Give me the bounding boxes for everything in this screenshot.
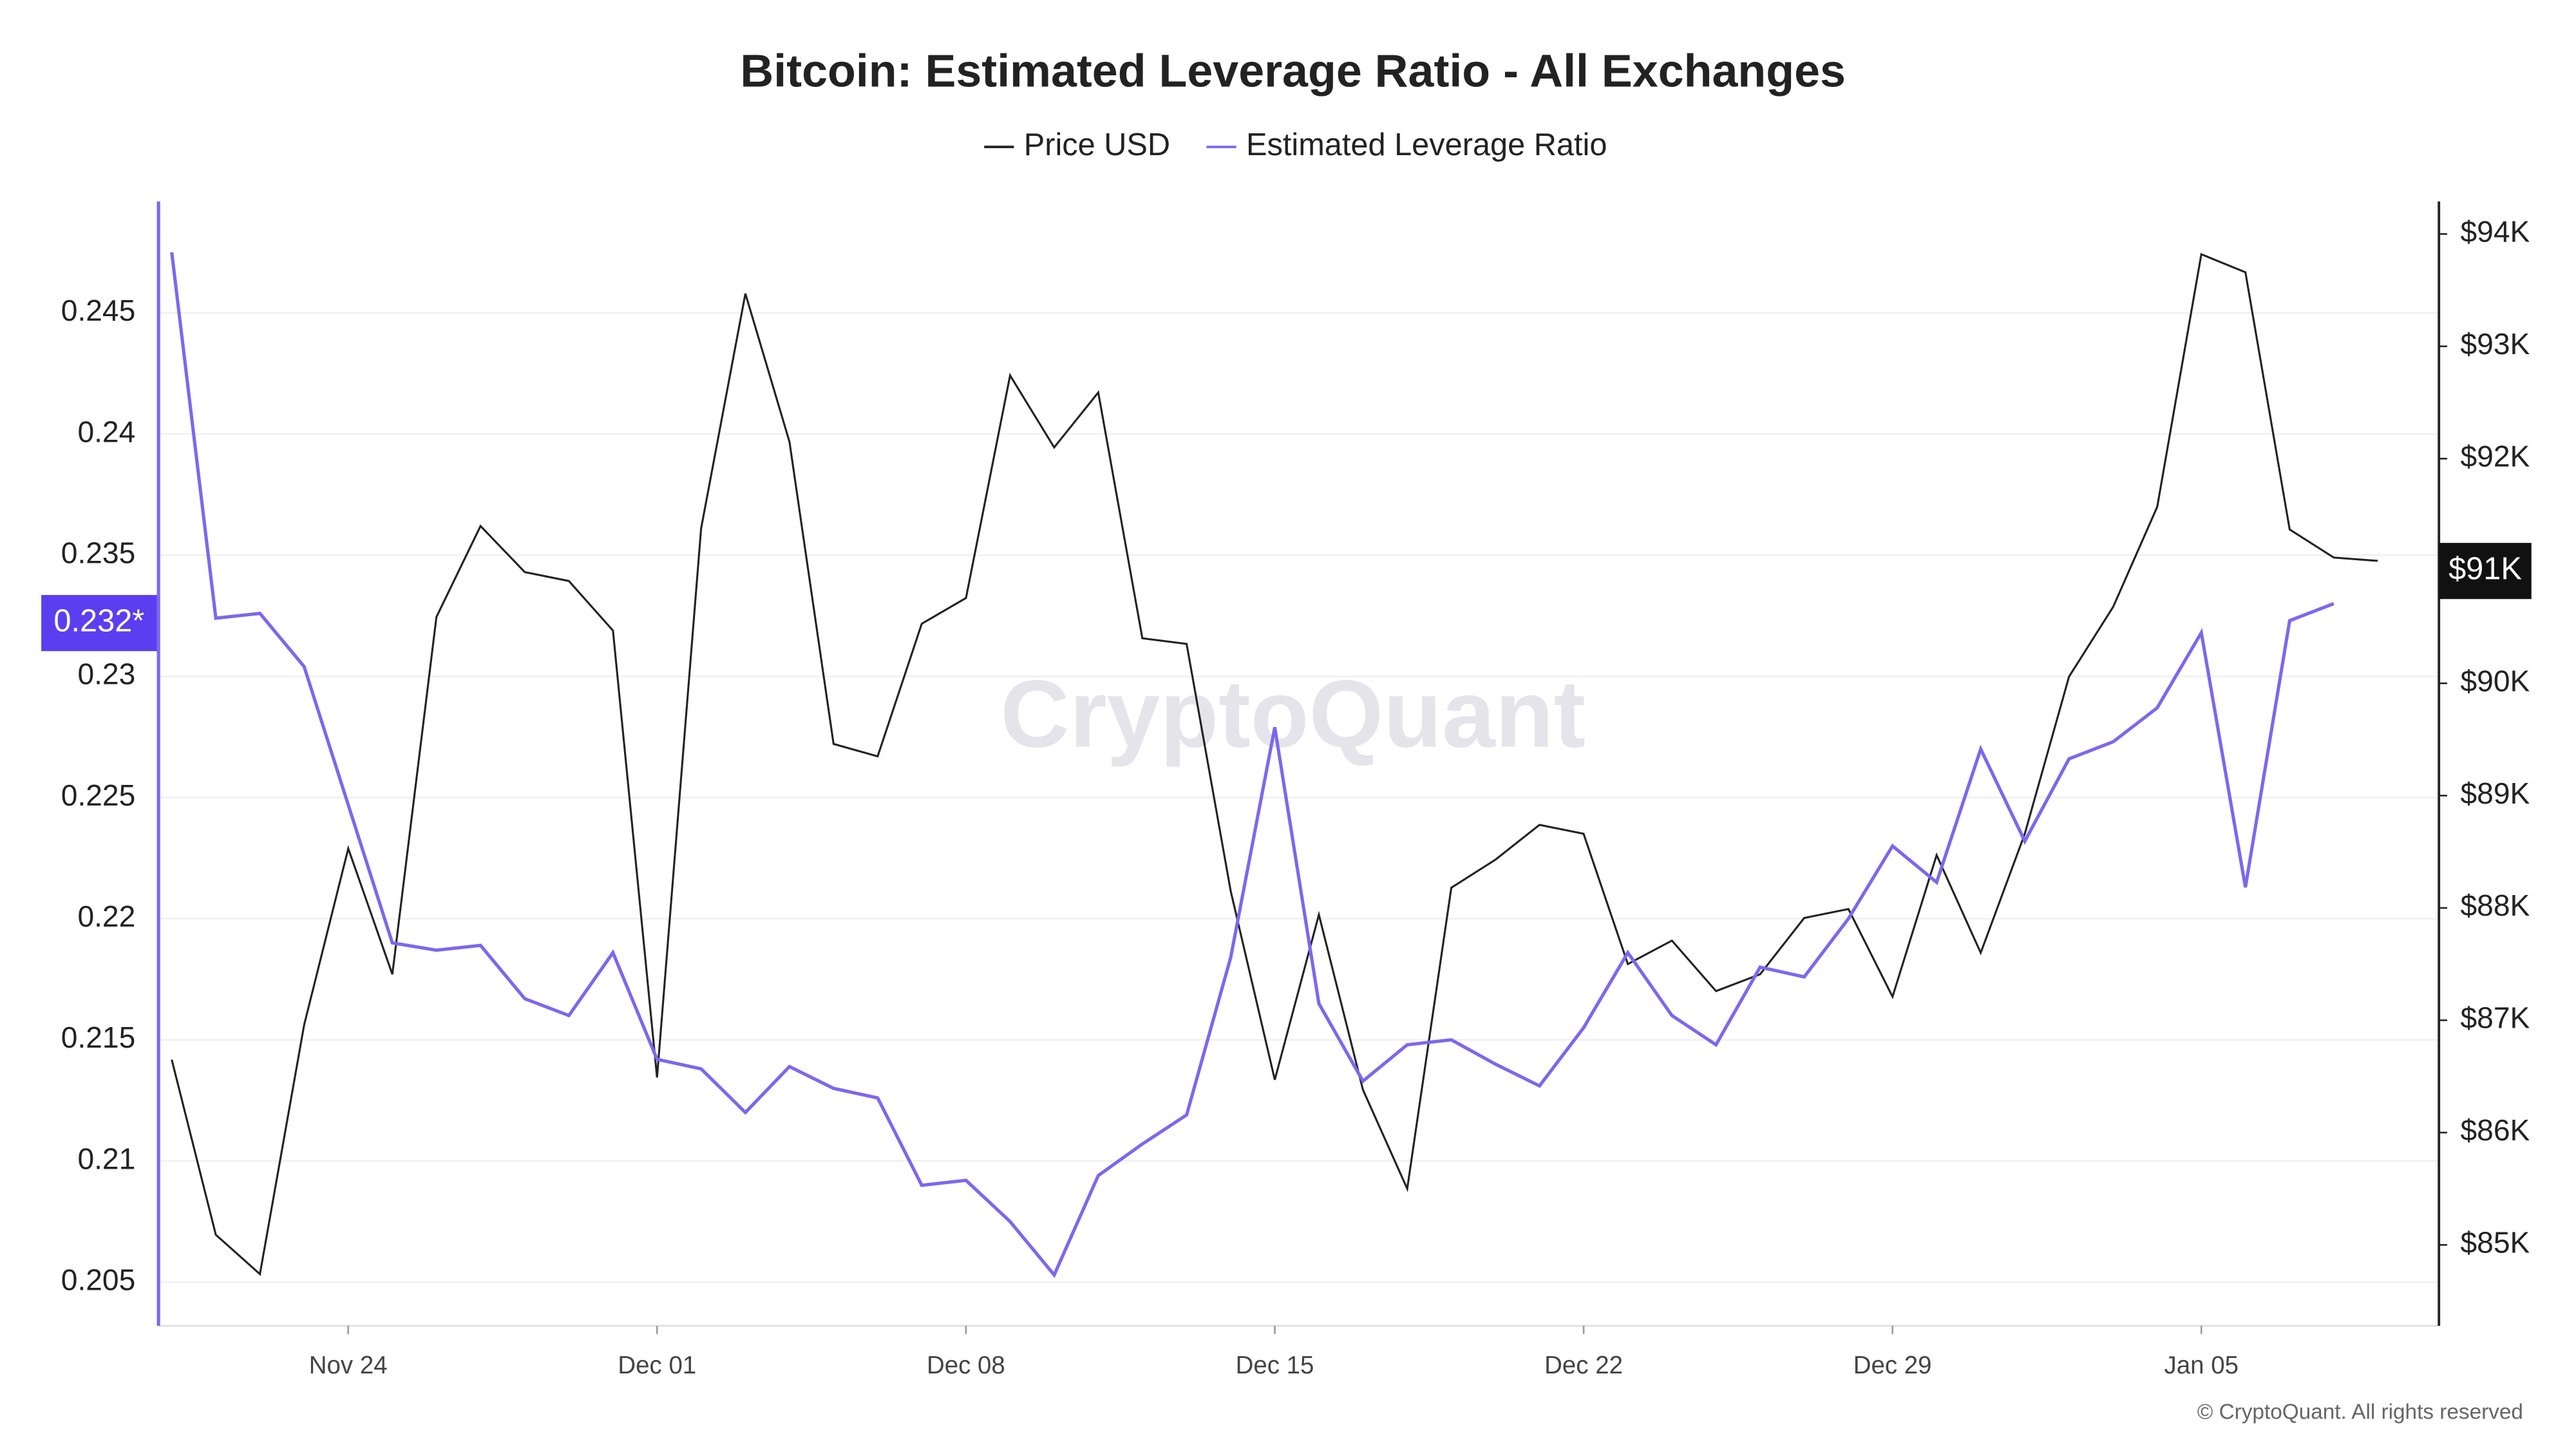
legend-label: Estimated Leverage Ratio bbox=[1246, 127, 1607, 162]
y2-tick-label: $89K bbox=[2461, 777, 2530, 810]
y-tick-label: 0.215 bbox=[61, 1021, 135, 1054]
series-line bbox=[171, 252, 2378, 1276]
y-tick-label: 0.235 bbox=[61, 536, 135, 569]
x-tick-label: Dec 22 bbox=[1544, 1352, 1623, 1379]
y-marker-box bbox=[41, 595, 157, 652]
y2-tick-label: $90K bbox=[2461, 664, 2530, 697]
x-tick-label: Dec 15 bbox=[1236, 1352, 1314, 1379]
series-line bbox=[170, 252, 2334, 1278]
y2-marker-box bbox=[2439, 543, 2532, 599]
y-tick-label: 0.225 bbox=[61, 778, 135, 812]
y2-tick-label: $94K bbox=[2461, 215, 2530, 249]
chart-title: Bitcoin: Estimated Leverage Ratio - All … bbox=[740, 45, 1846, 97]
copyright: © CryptoQuant. All rights reserved bbox=[2197, 1400, 2523, 1424]
y2-marker-label: $91K bbox=[2448, 552, 2522, 587]
y-tick-label: 0.245 bbox=[61, 294, 135, 327]
y2-tick-label: $92K bbox=[2461, 439, 2530, 473]
legend-label: Price USD bbox=[1024, 127, 1170, 162]
y2-tick-label: $86K bbox=[2461, 1113, 2530, 1147]
x-tick-label: Dec 08 bbox=[927, 1352, 1005, 1379]
y2-tick-label: $88K bbox=[2461, 889, 2530, 922]
y-tick-label: 0.22 bbox=[77, 900, 135, 933]
y-tick-label: 0.205 bbox=[61, 1263, 135, 1296]
y2-tick-label: $85K bbox=[2461, 1226, 2530, 1259]
y-tick-label: 0.23 bbox=[77, 657, 135, 691]
y-tick-label: 0.24 bbox=[77, 415, 135, 448]
x-tick-label: Dec 01 bbox=[618, 1352, 696, 1379]
x-tick-label: Jan 05 bbox=[2164, 1352, 2239, 1379]
x-tick-label: Dec 29 bbox=[1853, 1352, 1932, 1379]
watermark: CryptoQuant bbox=[1000, 660, 1586, 768]
y-marker-label: 0.232* bbox=[53, 604, 144, 639]
y2-tick-label: $87K bbox=[2461, 1001, 2530, 1035]
x-tick-label: Nov 24 bbox=[309, 1352, 388, 1379]
y2-tick-label: $93K bbox=[2461, 327, 2530, 361]
y-tick-label: 0.21 bbox=[77, 1142, 135, 1175]
